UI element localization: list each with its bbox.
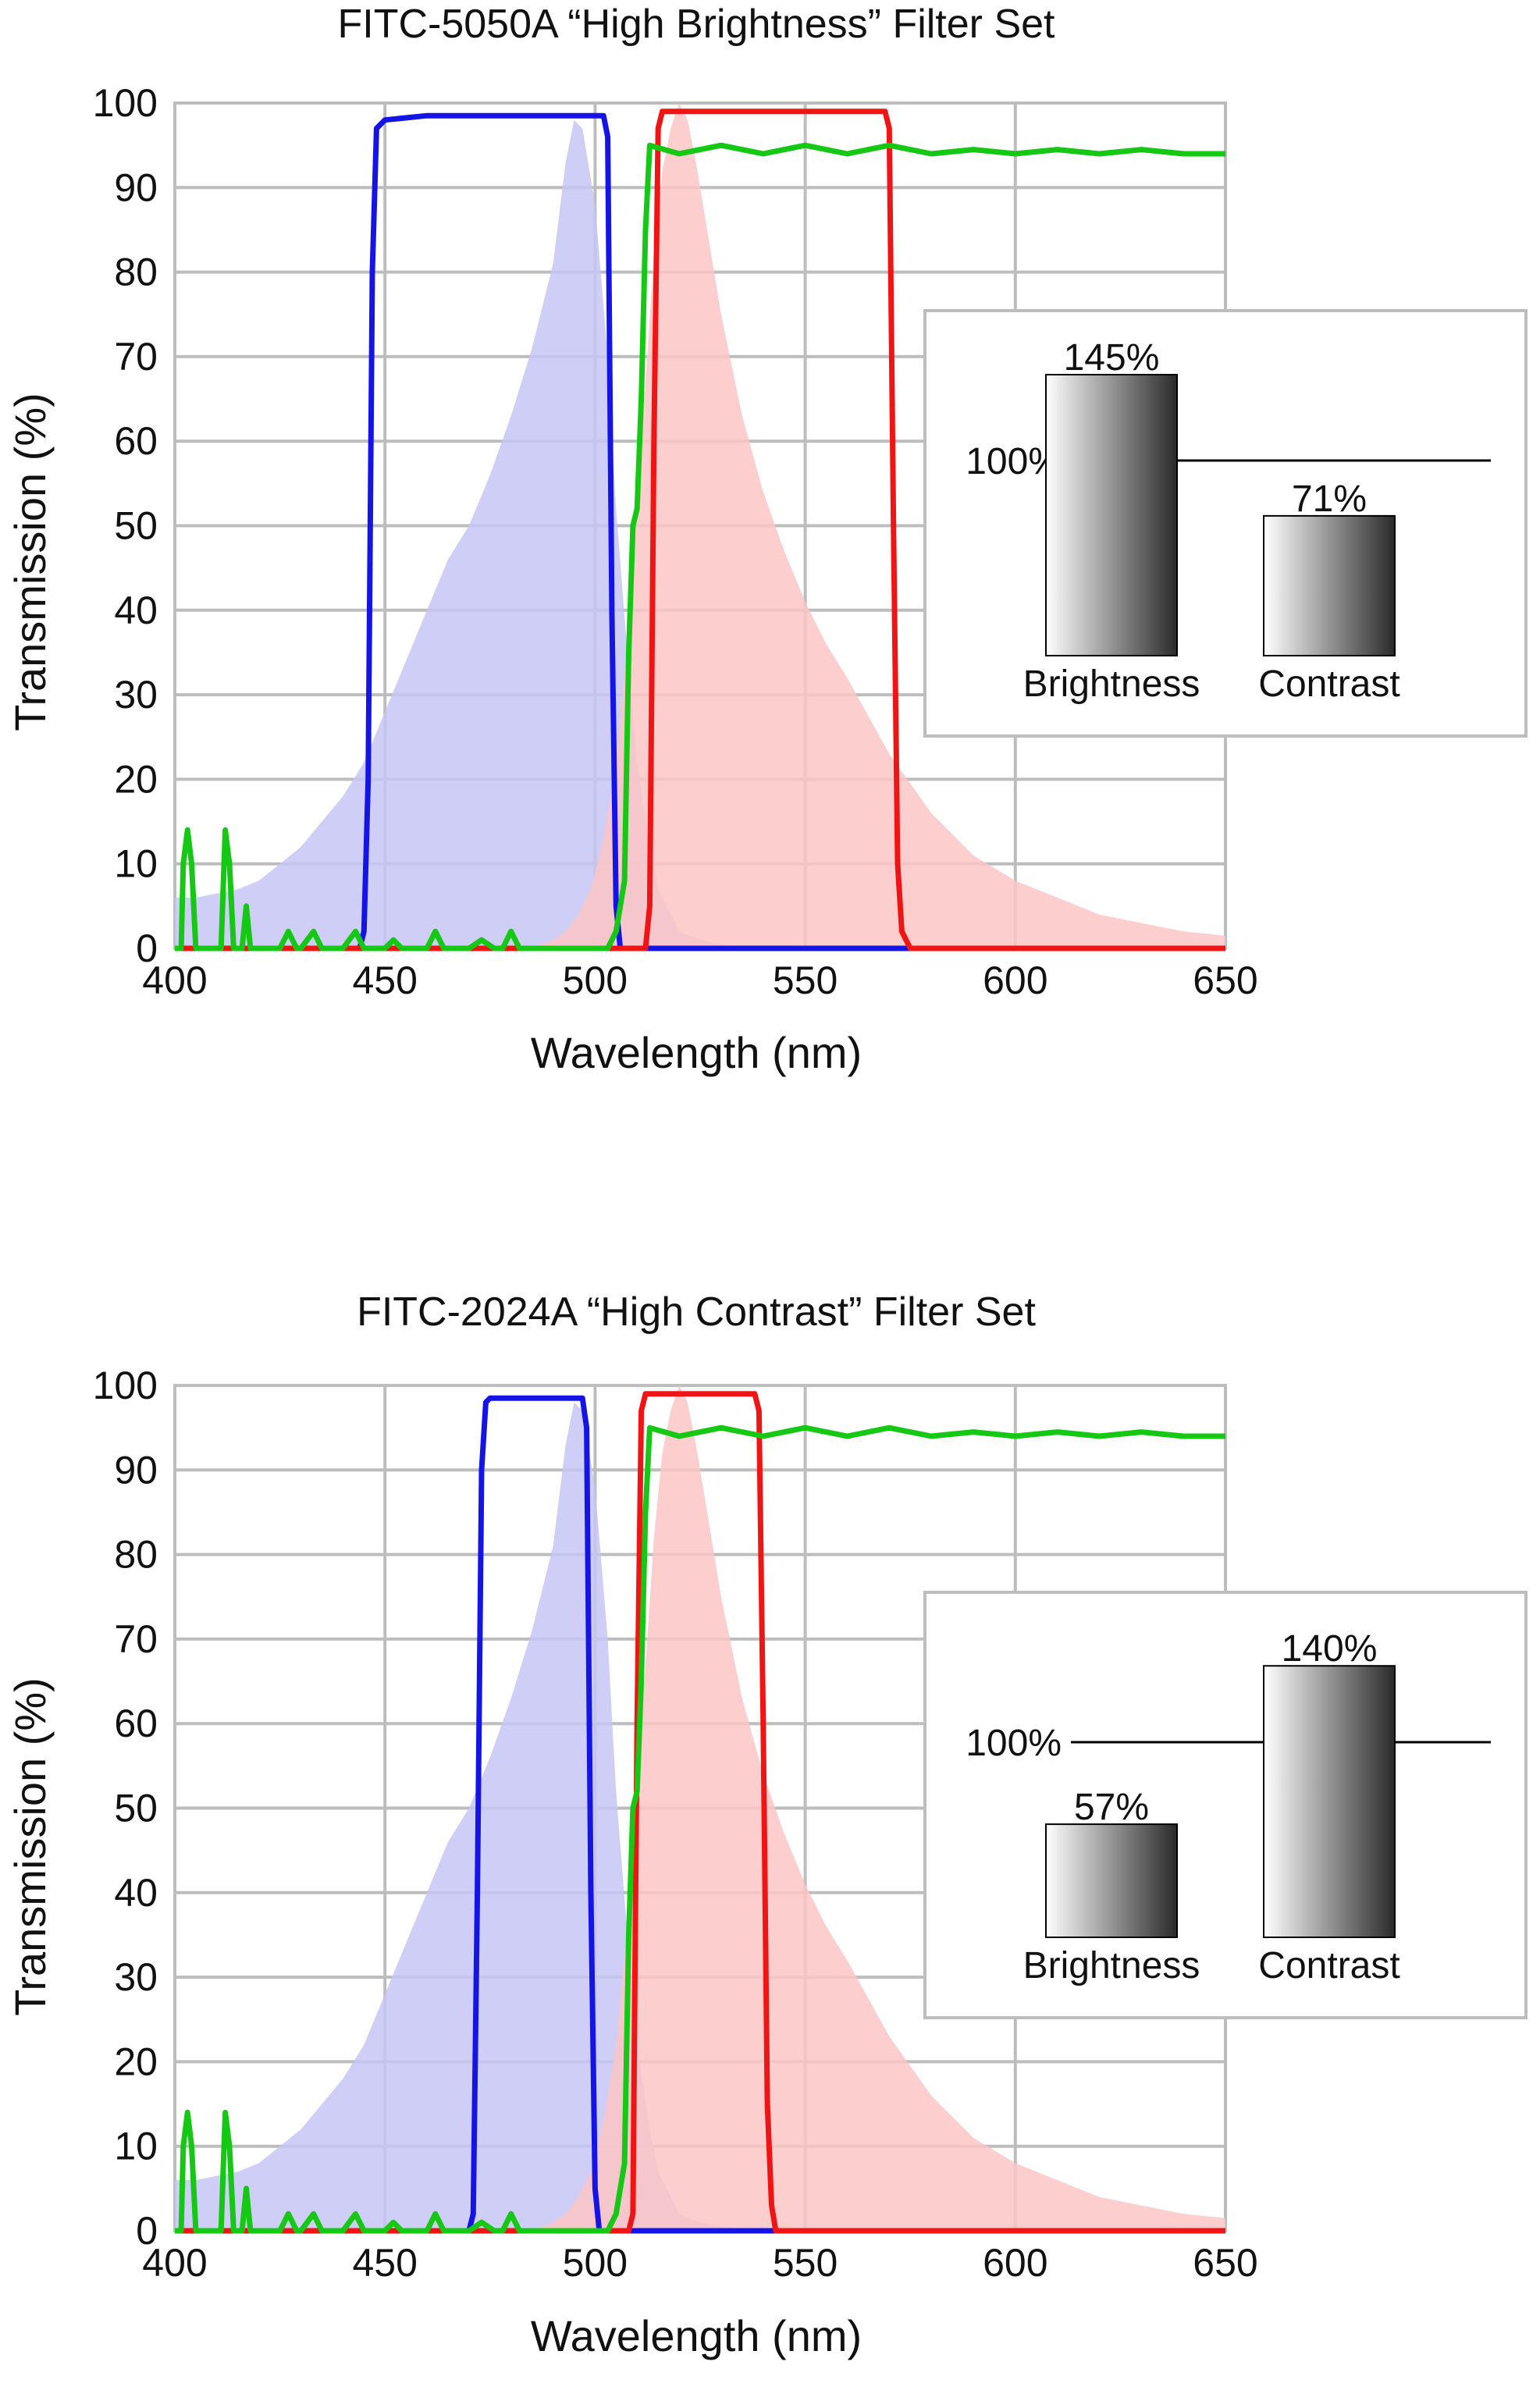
y-tick-label: 80 bbox=[114, 1533, 158, 1577]
line-series bbox=[175, 1391, 1225, 2234]
chart-high-brightness: FITC-5050A “High Brightness” Filter Set … bbox=[5, 2, 1528, 1077]
y-tick-label: 50 bbox=[114, 1787, 158, 1830]
x-tick-label: 400 bbox=[142, 2241, 207, 2285]
line-emission-filter bbox=[175, 1391, 1225, 2234]
y-tick-label: 10 bbox=[114, 842, 158, 886]
y-axis-label: Transmission (%) bbox=[5, 1677, 55, 2016]
bar-brightness bbox=[1045, 1823, 1178, 1938]
x-tick-label: 600 bbox=[983, 2241, 1047, 2285]
comparison-inset: 100% 57% Brightness 140% Contrast bbox=[923, 1591, 1528, 2019]
reference-label: 100% bbox=[966, 1723, 1062, 1764]
y-tick-label: 90 bbox=[114, 165, 158, 209]
y-tick-label: 0 bbox=[136, 2209, 158, 2253]
y-tick-label: 100 bbox=[93, 1364, 158, 1407]
y-tick-label: 30 bbox=[114, 673, 158, 717]
y-tick-label: 80 bbox=[114, 251, 158, 294]
x-tick-label: 550 bbox=[773, 2241, 838, 2285]
x-tick-label: 450 bbox=[352, 2241, 417, 2285]
bar-value-label: 140% bbox=[1282, 1628, 1378, 1670]
y-tick-label: 40 bbox=[114, 1871, 158, 1915]
x-tick-label: 400 bbox=[142, 959, 207, 1002]
y-tick-label: 70 bbox=[114, 335, 158, 379]
y-tick-label: 70 bbox=[114, 1617, 158, 1661]
bar-category-label: Contrast bbox=[1258, 1945, 1400, 1986]
bar-contrast bbox=[1263, 514, 1396, 657]
bar-category-label: Brightness bbox=[1023, 663, 1200, 705]
y-tick-label: 40 bbox=[114, 589, 158, 632]
line-emission-filter bbox=[175, 108, 1225, 951]
area-fitc-absorption bbox=[175, 1402, 1225, 2231]
y-tick-label: 60 bbox=[114, 419, 158, 463]
y-tick-label: 90 bbox=[114, 1448, 158, 1492]
bar-contrast bbox=[1263, 1665, 1396, 1938]
bar-value-label: 57% bbox=[1074, 1787, 1149, 1828]
x-axis-label: Wavelength (nm) bbox=[531, 2311, 862, 2360]
line-series bbox=[175, 108, 1225, 951]
line-dichroic-mirror bbox=[175, 1424, 1225, 2234]
bar-category-label: Contrast bbox=[1258, 663, 1400, 705]
line-dichroic-mirror bbox=[175, 142, 1225, 951]
chart-title: FITC-2024A “High Contrast” Filter Set bbox=[357, 1289, 1036, 1335]
x-tick-label: 550 bbox=[773, 959, 838, 1002]
y-tick-label: 100 bbox=[93, 81, 158, 125]
area-fitc-absorption bbox=[175, 119, 1225, 949]
bar-value-label: 145% bbox=[1064, 337, 1160, 379]
bar-brightness bbox=[1045, 374, 1178, 656]
bar-category-label: Brightness bbox=[1023, 1945, 1200, 1986]
tick-labels: 400 450 500 550 600 650 0 10 20 30 40 50 60 70 80 90 100 bbox=[93, 1364, 1258, 2285]
area-series bbox=[175, 103, 1225, 949]
tick-labels: 400 450 500 550 600 650 0 10 20 30 40 50 60 70 80 90 100 bbox=[93, 81, 1258, 1002]
x-tick-label: 450 bbox=[352, 959, 417, 1002]
y-axis-label: Transmission (%) bbox=[5, 393, 55, 731]
x-tick-label: 500 bbox=[563, 2241, 628, 2285]
x-tick-label: 650 bbox=[1193, 2241, 1257, 2285]
chart-title: FITC-5050A “High Brightness” Filter Set bbox=[338, 2, 1056, 47]
inset-box bbox=[923, 1591, 1528, 2019]
y-tick-label: 20 bbox=[114, 757, 158, 801]
y-tick-label: 0 bbox=[136, 927, 158, 970]
area-fitc-emission bbox=[532, 103, 1225, 948]
y-tick-label: 60 bbox=[114, 1702, 158, 1745]
area-fitc-emission bbox=[532, 1385, 1225, 2231]
area-series bbox=[175, 1385, 1225, 2231]
x-axis-label: Wavelength (nm) bbox=[531, 1028, 862, 1077]
x-tick-label: 650 bbox=[1193, 959, 1257, 1002]
y-tick-label: 30 bbox=[114, 1955, 158, 1999]
chart-high-contrast: FITC-2024A “High Contrast” Filter Set 40… bbox=[5, 1289, 1528, 2360]
y-tick-label: 10 bbox=[114, 2125, 158, 2168]
inset-box bbox=[923, 309, 1528, 738]
y-tick-label: 20 bbox=[114, 2040, 158, 2083]
x-tick-label: 600 bbox=[983, 959, 1047, 1002]
bar-value-label: 71% bbox=[1292, 478, 1367, 520]
y-tick-label: 50 bbox=[114, 504, 158, 548]
x-tick-label: 500 bbox=[563, 959, 628, 1002]
